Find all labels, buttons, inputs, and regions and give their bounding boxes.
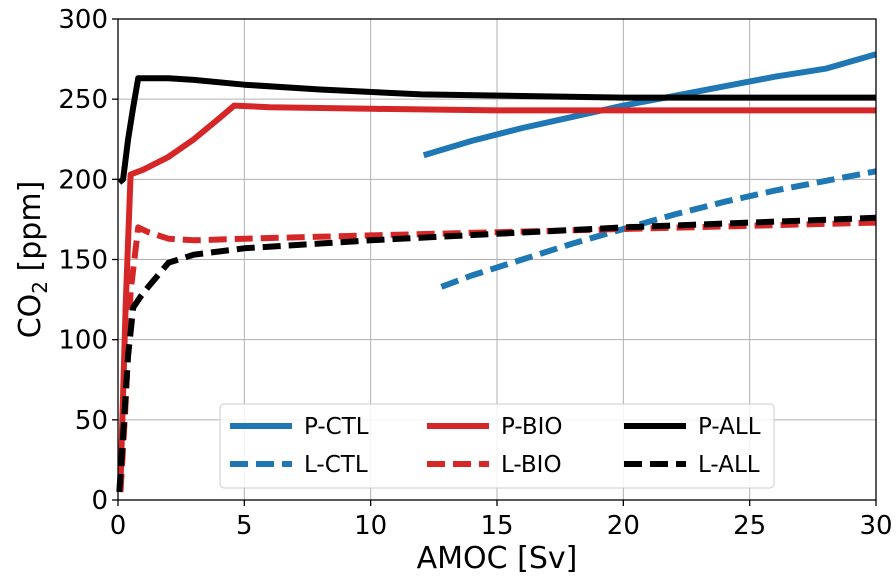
y-tick-label: 300	[58, 5, 108, 35]
y-tick-label: 150	[58, 246, 108, 276]
series-p-ctl-line	[422, 51, 877, 159]
y-tick-label: 0	[91, 486, 108, 516]
x-tick-label: 15	[480, 511, 513, 541]
legend-label: P-BIO	[501, 414, 563, 440]
series-layer	[116, 51, 877, 493]
x-tick-label: 25	[733, 511, 766, 541]
series-p-bio-line	[117, 102, 876, 485]
x-tick-label: 5	[236, 511, 253, 541]
x-tick-label: 10	[354, 511, 387, 541]
legend-label: P-CTL	[304, 414, 369, 440]
legend-label: L-BIO	[501, 452, 562, 478]
legend: P-CTL P-BIO P-ALL L-CTL L-BIO L-ALL	[219, 403, 775, 489]
y-tick-label: 250	[58, 85, 108, 115]
series-p-all-line	[117, 75, 876, 185]
series-l-ctl-line	[440, 168, 877, 290]
x-tick-label: 20	[607, 511, 640, 541]
y-tick-label: 50	[75, 406, 108, 436]
x-tick-label: 0	[110, 511, 127, 541]
y-tick-label: 100	[58, 326, 108, 356]
legend-label: L-ALL	[698, 452, 760, 478]
legend-label: L-CTL	[304, 452, 368, 478]
x-axis-label: AMOC [Sv]	[417, 541, 578, 576]
series-l-all-line	[116, 214, 877, 493]
x-tick-label: 30	[859, 511, 892, 541]
y-axis-label: CO2 [ppm]	[13, 181, 52, 339]
legend-label: P-ALL	[698, 414, 761, 440]
y-tick-label: 200	[58, 165, 108, 195]
y-label-co: CO	[13, 294, 48, 339]
y-label-subscript: 2	[28, 281, 52, 294]
series-l-bio-line	[117, 219, 877, 493]
y-label-unit: [ppm]	[13, 181, 48, 281]
